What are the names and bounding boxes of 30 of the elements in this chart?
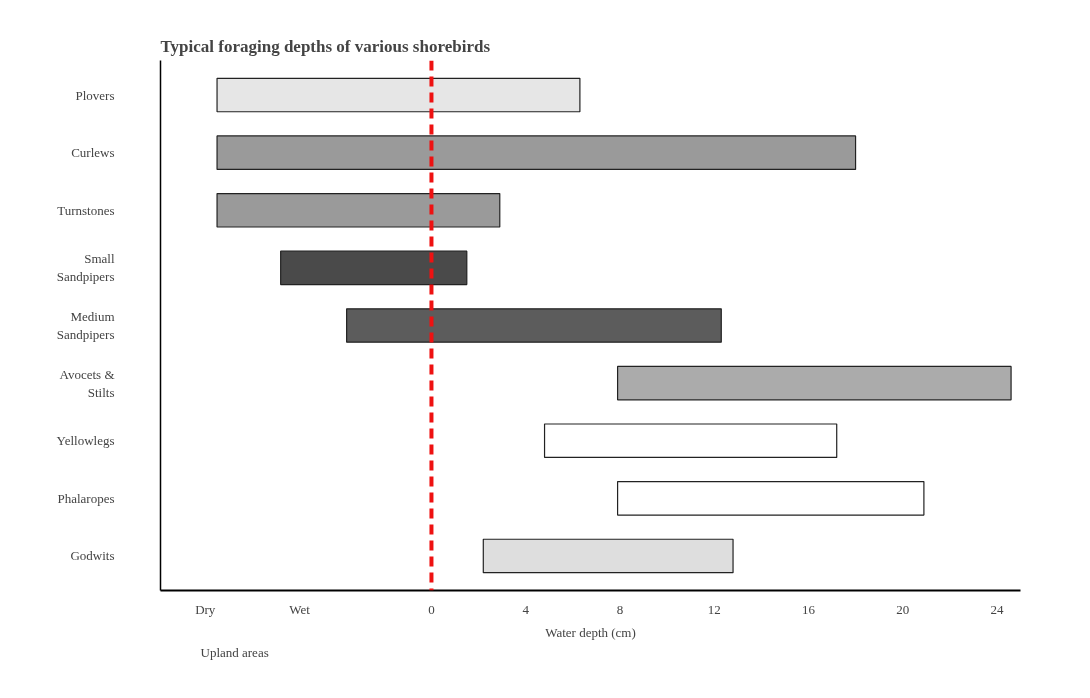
x-tick-label: 0 xyxy=(428,601,435,617)
bar xyxy=(617,365,1012,401)
y-tick-label: Phalaropes xyxy=(57,490,115,506)
y-tick-label: Godwits xyxy=(70,548,115,564)
x-tick-label: 16 xyxy=(801,601,816,617)
x-tick-label: 4 xyxy=(522,601,530,617)
y-tick-label: Plovers xyxy=(75,87,115,103)
bar xyxy=(216,77,581,113)
x-tick-label: Dry xyxy=(195,601,216,617)
y-tick-label: Curlews xyxy=(71,145,115,161)
bar xyxy=(346,308,722,343)
y-tick-label: Yellowlegs xyxy=(56,433,115,449)
x-tick-label: 24 xyxy=(990,601,1004,617)
bar xyxy=(216,135,857,170)
y-tick-label: Small Sandpipers xyxy=(56,251,115,285)
x-tick-label: 8 xyxy=(616,601,624,617)
x-axis-title: Water depth (cm) xyxy=(545,624,636,640)
chart-title: Typical foraging depths of various shorebirds xyxy=(160,36,491,56)
x-tick-label: Wet xyxy=(289,601,311,617)
y-tick-label: Turnstones xyxy=(57,202,115,218)
bar xyxy=(617,481,925,516)
y-tick-label: Medium Sandpipers xyxy=(56,309,115,342)
x-tick-label: 20 xyxy=(896,601,910,617)
text: Upland areas xyxy=(200,644,269,660)
y-tick-label: Avocets & Stilts xyxy=(59,366,115,400)
bar xyxy=(482,538,734,574)
bar xyxy=(280,250,468,286)
bar xyxy=(543,423,838,459)
x-tick-label: 12 xyxy=(707,601,721,617)
bar xyxy=(216,192,501,228)
